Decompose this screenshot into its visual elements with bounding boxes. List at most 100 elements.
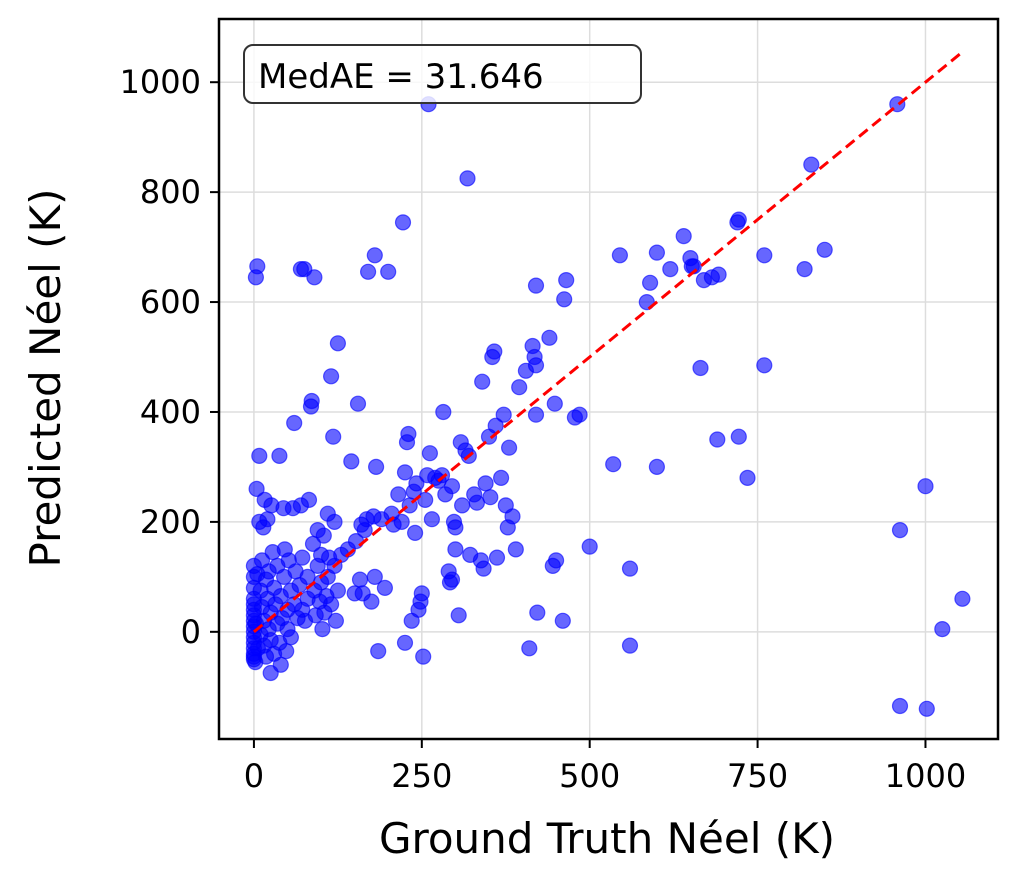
data-point <box>272 656 289 673</box>
data-point <box>393 513 410 531</box>
data-point <box>488 549 506 566</box>
data-point <box>443 478 461 495</box>
reference-line-layer <box>252 50 964 633</box>
data-point <box>662 261 679 278</box>
data-point <box>282 629 299 646</box>
data-point <box>303 392 320 410</box>
data-point <box>756 357 773 374</box>
data-point <box>477 475 494 492</box>
data-point <box>249 258 266 275</box>
x-tick-label: 500 <box>559 757 620 795</box>
data-point <box>482 489 499 506</box>
data-point <box>554 612 571 629</box>
data-point <box>468 494 485 511</box>
data-point <box>730 211 747 228</box>
data-point <box>366 247 383 264</box>
data-point <box>443 571 461 588</box>
x-axis-label: Ground Truth Néel (K) <box>379 814 835 863</box>
data-point <box>739 469 756 486</box>
y-axis-label: Predicted Néel (K) <box>21 189 70 568</box>
data-point <box>251 447 268 464</box>
data-point <box>343 453 360 470</box>
data-point <box>351 571 369 588</box>
data-point <box>605 456 622 473</box>
data-point <box>400 425 417 443</box>
data-point <box>486 343 503 360</box>
data-point <box>306 269 323 286</box>
plot-border <box>217 17 1000 741</box>
y-tick-label: 0 <box>181 613 201 651</box>
data-point <box>329 582 346 599</box>
y-tick-label: 400 <box>140 393 201 431</box>
x-tick-label: 750 <box>727 757 788 795</box>
data-point <box>368 458 385 475</box>
annotation-box <box>243 44 642 104</box>
data-point <box>917 478 934 495</box>
data-point <box>447 519 464 536</box>
data-point <box>934 620 951 638</box>
data-point <box>495 406 512 423</box>
data-point <box>433 467 451 484</box>
y-tick-label: 200 <box>140 503 201 541</box>
data-point <box>891 697 909 715</box>
data-point <box>248 480 265 497</box>
data-point <box>730 428 747 445</box>
data-point <box>459 170 476 187</box>
annotation-text: MedAE = 31.646 <box>258 57 544 97</box>
data-point <box>413 585 430 602</box>
data-point <box>685 258 702 275</box>
data-point <box>710 266 727 283</box>
plot-frame <box>217 17 1000 741</box>
data-point <box>474 373 491 390</box>
data-point <box>454 497 471 514</box>
data-point <box>641 274 659 291</box>
data-point <box>891 521 909 539</box>
data-point <box>507 541 524 558</box>
data-point <box>417 491 434 508</box>
data-point <box>796 261 813 278</box>
data-point <box>756 247 773 264</box>
x-tick-label: 1000 <box>885 757 966 795</box>
data-point <box>581 538 598 555</box>
y-tick-label: 600 <box>140 283 201 321</box>
data-point <box>556 291 573 308</box>
data-point <box>611 247 629 264</box>
data-point <box>326 513 343 531</box>
data-point <box>541 329 558 346</box>
data-point <box>315 527 332 544</box>
data-point <box>327 612 344 629</box>
data-point <box>271 447 288 464</box>
data-point <box>675 228 692 245</box>
data-point <box>447 541 464 558</box>
data-point <box>529 604 546 621</box>
data-point <box>816 241 833 258</box>
data-point <box>380 263 397 280</box>
data-point <box>954 590 971 607</box>
annotation-layer: MedAE = 31.646 <box>243 44 642 104</box>
data-point <box>314 620 331 638</box>
data-point <box>558 272 575 289</box>
data-point <box>546 395 563 412</box>
data-point <box>621 560 639 577</box>
data-point <box>286 414 303 432</box>
ticks-layer: 0 250 500 750 1000 0 200 400 600 800 1000 <box>120 63 967 795</box>
data-point <box>390 486 407 503</box>
data-point <box>363 593 380 610</box>
data-point <box>504 508 521 525</box>
data-point <box>299 568 316 586</box>
data-point <box>803 156 820 173</box>
data-point <box>475 560 492 577</box>
data-point <box>376 579 393 597</box>
data-point <box>493 469 510 486</box>
y-tick-label: 1000 <box>120 63 201 101</box>
y-tick-label: 800 <box>140 173 201 211</box>
data-point <box>918 700 935 717</box>
data-point <box>692 359 709 377</box>
data-point <box>366 568 383 586</box>
data-point <box>323 368 340 385</box>
reference-line <box>252 50 964 633</box>
data-point <box>294 549 311 566</box>
x-tick-label: 250 <box>391 757 452 795</box>
